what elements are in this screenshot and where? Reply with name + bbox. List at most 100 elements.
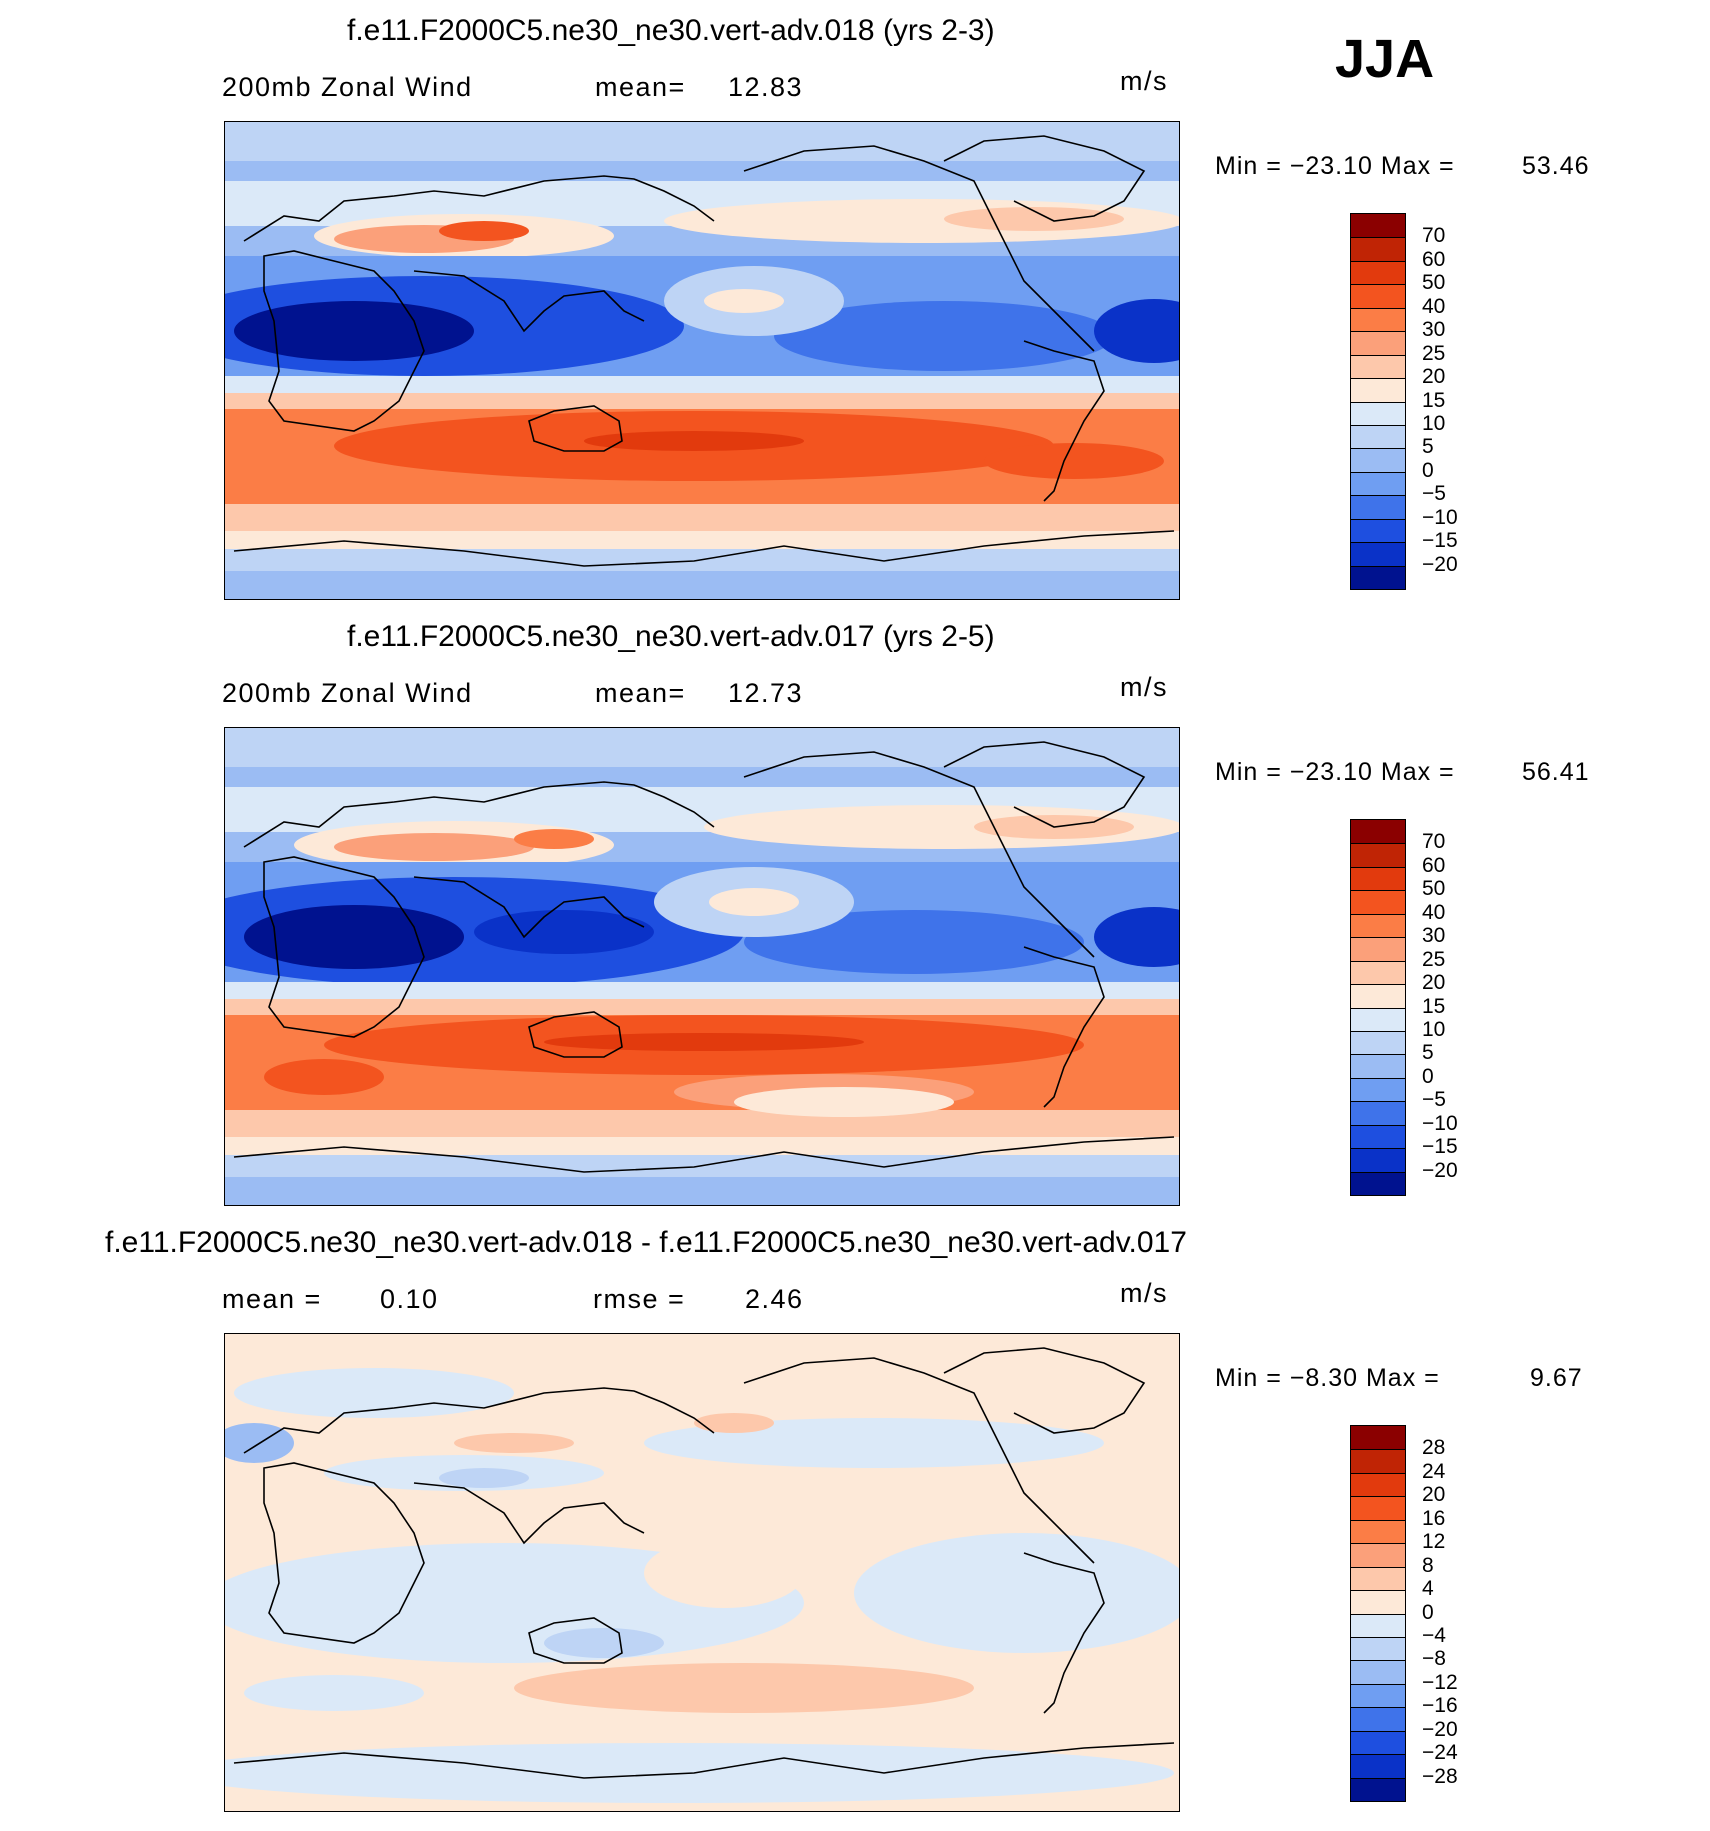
colorbar-tick-label: −12 [1422, 1670, 1458, 1694]
panel-2-map [224, 727, 1180, 1206]
colorbar-swatch [1351, 1566, 1405, 1591]
colorbar-swatch [1351, 1426, 1405, 1450]
panel-3-rmse-value: 2.46 [745, 1284, 804, 1314]
colorbar-swatch [1351, 448, 1405, 472]
colorbar-swatch [1351, 331, 1405, 355]
colorbar-swatch [1351, 354, 1405, 379]
colorbar-tick-label: −20 [1422, 1158, 1458, 1182]
panel-2-variable-label: 200mb Zonal Wind [222, 678, 473, 708]
colorbar-tick-label: 20 [1422, 1483, 1446, 1507]
season-label: JJA [1335, 29, 1435, 89]
colorbar-swatch [1351, 1496, 1405, 1520]
colorbar-swatch [1351, 401, 1405, 425]
colorbar-swatch [1351, 284, 1405, 308]
panel-1-mean-label: mean= [595, 72, 686, 102]
panel-3-max-value: 9.67 [1530, 1364, 1583, 1392]
colorbar-swatch [1351, 1636, 1405, 1661]
colorbar-swatch [1351, 1007, 1405, 1031]
colorbar-swatch [1351, 866, 1405, 891]
colorbar-swatch [1351, 1707, 1405, 1731]
colorbar-tick-label: 25 [1422, 947, 1446, 971]
colorbar-tick-label: 40 [1422, 900, 1446, 924]
colorbar-tick-label: 60 [1422, 853, 1446, 877]
panel-1-max-value: 53.46 [1522, 152, 1590, 180]
colorbar-tick-label: −20 [1422, 1717, 1458, 1741]
colorbar-swatch [1351, 1449, 1405, 1473]
colorbar-swatch [1351, 378, 1405, 402]
colorbar-tick-label: −28 [1422, 1764, 1458, 1788]
panel-2-max-value: 56.41 [1522, 758, 1590, 786]
colorbar-swatch [1351, 1171, 1405, 1195]
colorbar-tick-label: 30 [1422, 924, 1446, 948]
colorbar-swatch [1351, 890, 1405, 914]
colorbar-tick-label: −5 [1422, 482, 1446, 506]
colorbar-tick-label: 15 [1422, 388, 1446, 412]
colorbar-swatch [1351, 214, 1405, 238]
panel-3-title: f.e11.F2000C5.ne30_ne30.vert-adv.018 - f… [105, 1226, 1187, 1259]
colorbar-tick-label: 50 [1422, 271, 1446, 295]
panel-2-mean-value: 12.73 [728, 678, 804, 708]
panel-1-minmax-label: Min = −23.10 Max = [1215, 152, 1455, 180]
colorbar-swatch [1351, 307, 1405, 332]
colorbar-tick-label: −4 [1422, 1623, 1446, 1647]
colorbar-tick-label: 16 [1422, 1506, 1446, 1530]
colorbar-tick-label: 50 [1422, 877, 1446, 901]
panel-3-minmax-label: Min = −8.30 Max = [1215, 1364, 1440, 1392]
colorbar-tick-label: −15 [1422, 1135, 1458, 1159]
colorbar-tick-label: 20 [1422, 365, 1446, 389]
colorbar-tick-label: 5 [1422, 1041, 1434, 1065]
colorbar-swatch [1351, 1730, 1405, 1755]
panel-1-title: f.e11.F2000C5.ne30_ne30.vert-adv.018 (yr… [347, 14, 995, 47]
colorbar-tick-label: −15 [1422, 529, 1458, 553]
colorbar-swatch [1351, 1660, 1405, 1684]
panel-3-mean-value: 0.10 [380, 1284, 439, 1314]
colorbar-tick-label: −16 [1422, 1694, 1458, 1718]
colorbar-tick-label: −20 [1422, 552, 1458, 576]
colorbar-swatch [1351, 1777, 1405, 1801]
colorbar-tick-label: 24 [1422, 1459, 1446, 1483]
colorbar-swatch [1351, 542, 1405, 566]
colorbar-swatch [1351, 1030, 1405, 1055]
colorbar-swatch [1351, 260, 1405, 285]
colorbar-tick-label: 10 [1422, 411, 1446, 435]
colorbar-swatch [1351, 1543, 1405, 1567]
colorbar-swatch [1351, 1101, 1405, 1125]
colorbar-tick-label: 5 [1422, 435, 1434, 459]
colorbar-tick-label: 0 [1422, 1600, 1434, 1624]
colorbar-tick-label: 0 [1422, 1064, 1434, 1088]
panel-2-title: f.e11.F2000C5.ne30_ne30.vert-adv.017 (yr… [347, 620, 995, 653]
colorbar-tick-label: 12 [1422, 1530, 1446, 1554]
colorbar-swatch [1351, 843, 1405, 867]
colorbar-swatch [1351, 565, 1405, 589]
colorbar-swatch [1351, 913, 1405, 938]
colorbar-swatch [1351, 237, 1405, 261]
panel-3-units: m/s [1120, 1278, 1168, 1308]
colorbar-swatch [1351, 984, 1405, 1008]
colorbar-swatch [1351, 1683, 1405, 1708]
colorbar-swatch [1351, 1613, 1405, 1637]
colorbar-swatch [1351, 1754, 1405, 1778]
colorbar-tick-label: 30 [1422, 318, 1446, 342]
panel-1-units: m/s [1120, 66, 1168, 96]
colorbar-tick-label: 8 [1422, 1553, 1434, 1577]
colorbar-tick-label: 10 [1422, 1017, 1446, 1041]
colorbar-tick-label: −5 [1422, 1088, 1446, 1112]
colorbar-swatch [1351, 1519, 1405, 1544]
colorbar-box [1350, 1425, 1406, 1802]
panel-3-rmse-label: rmse = [593, 1284, 686, 1314]
colorbar-swatch [1351, 1472, 1405, 1497]
colorbar-tick-label: −24 [1422, 1741, 1458, 1765]
colorbar-tick-label: 15 [1422, 994, 1446, 1018]
colorbar-tick-label: 4 [1422, 1577, 1434, 1601]
colorbar-swatch [1351, 1148, 1405, 1172]
colorbar-swatch [1351, 960, 1405, 985]
colorbar-tick-label: 60 [1422, 247, 1446, 271]
colorbar-tick-label: −10 [1422, 505, 1458, 529]
colorbar-tick-label: 0 [1422, 458, 1434, 482]
colorbar-tick-label: 70 [1422, 830, 1446, 854]
colorbar-swatch [1351, 1124, 1405, 1149]
colorbar-tick-label: 40 [1422, 294, 1446, 318]
colorbar-tick-label: 20 [1422, 971, 1446, 995]
colorbar-swatch [1351, 424, 1405, 449]
panel-1-map [224, 121, 1180, 600]
